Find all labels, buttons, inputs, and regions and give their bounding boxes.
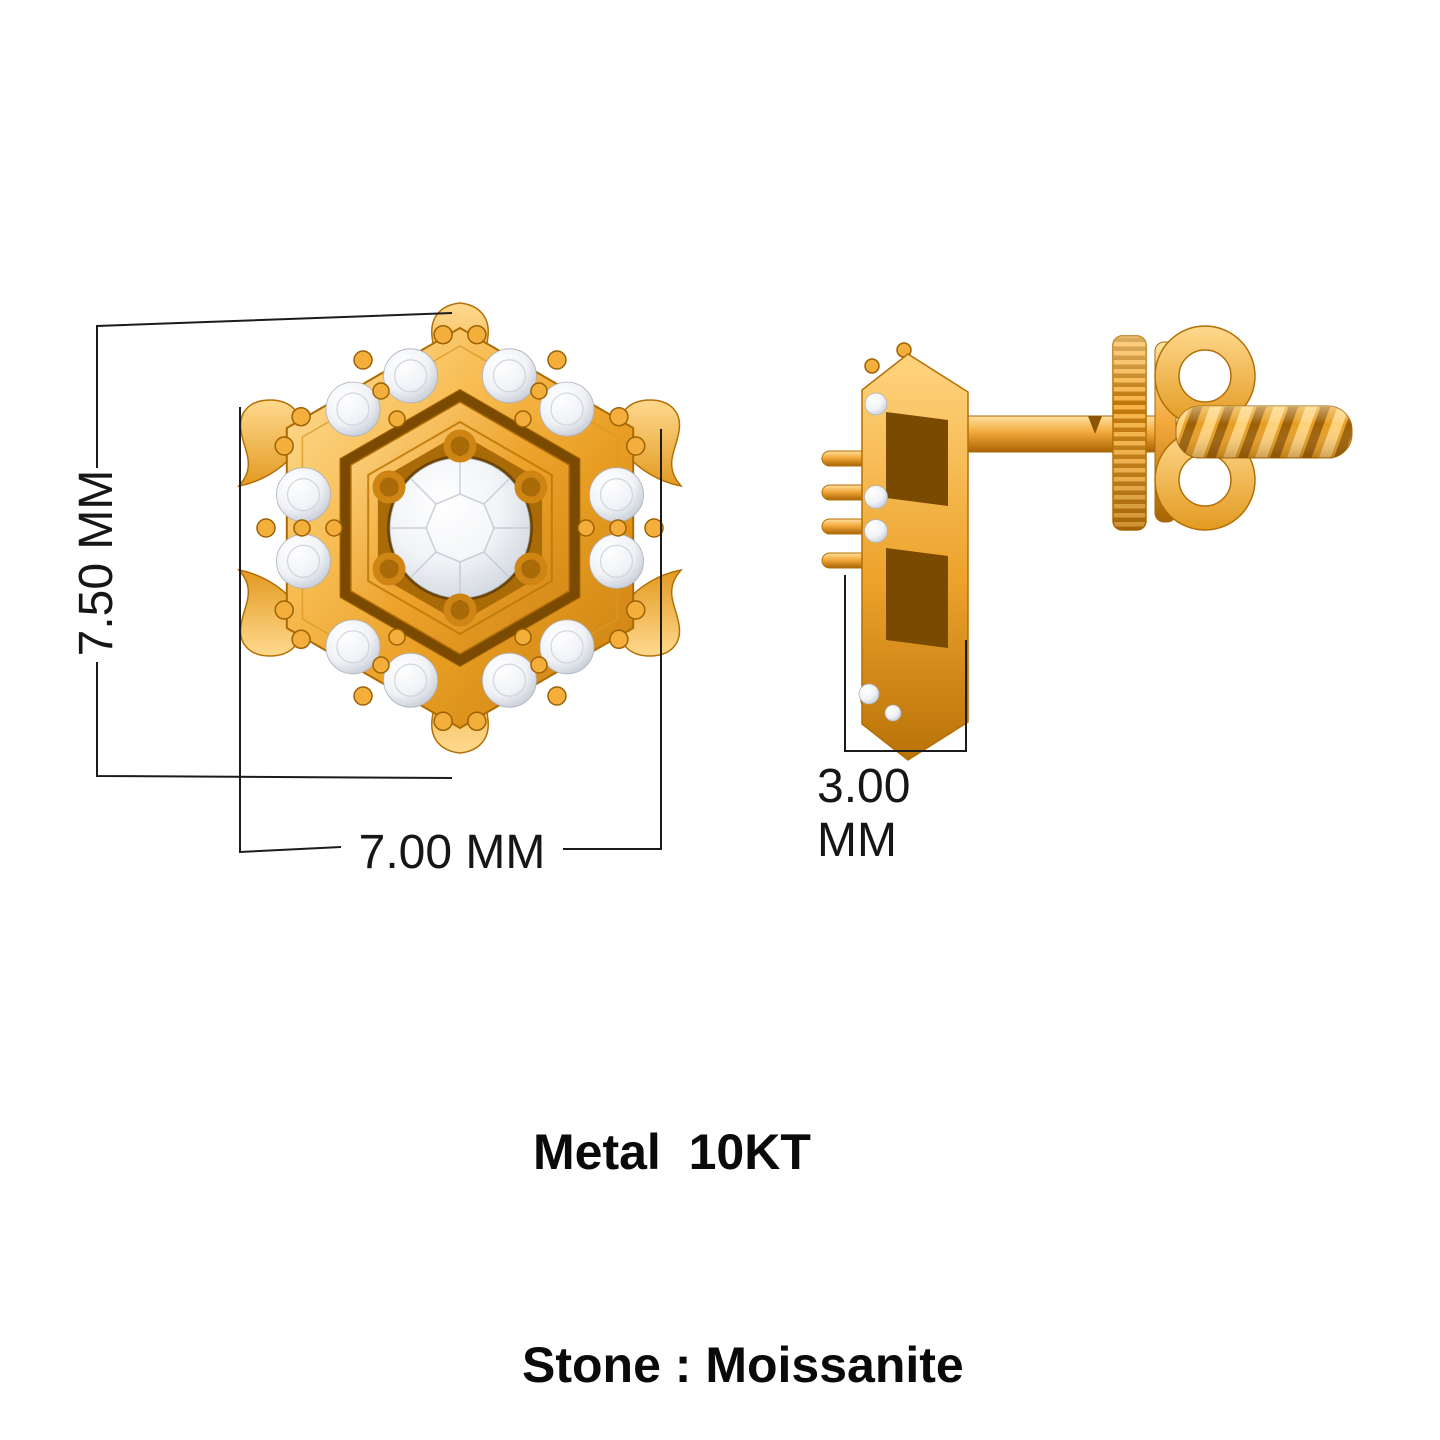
front-view-earring — [238, 302, 682, 754]
spec-stone: Stone : Moissanite — [522, 1337, 964, 1393]
spec-metal: Metal 10KT — [533, 1124, 811, 1180]
screw-disc — [1112, 335, 1147, 531]
depth-dimension-bracket — [844, 575, 967, 752]
side-plate-stones — [858, 392, 902, 722]
depth-dimension-label-line1: 3.00 — [817, 760, 910, 813]
width-dimension-label: 7.00 MM — [359, 826, 546, 879]
width-dimension-bracket — [239, 407, 662, 854]
side-view-earring — [821, 325, 1353, 761]
depth-dimension-label-line2: MM — [817, 814, 897, 867]
height-dimension-bracket — [96, 312, 453, 779]
post-notch — [1088, 416, 1102, 434]
side-plate — [821, 342, 969, 761]
center-stone-facets — [391, 459, 529, 597]
screw-thread — [1175, 405, 1353, 459]
height-dimension-label: 7.50 MM — [70, 470, 123, 657]
center-stone — [387, 455, 533, 601]
spec-block: Metal 10KT Stone : Moissanite Ctw : 0.25… — [522, 975, 964, 1440]
